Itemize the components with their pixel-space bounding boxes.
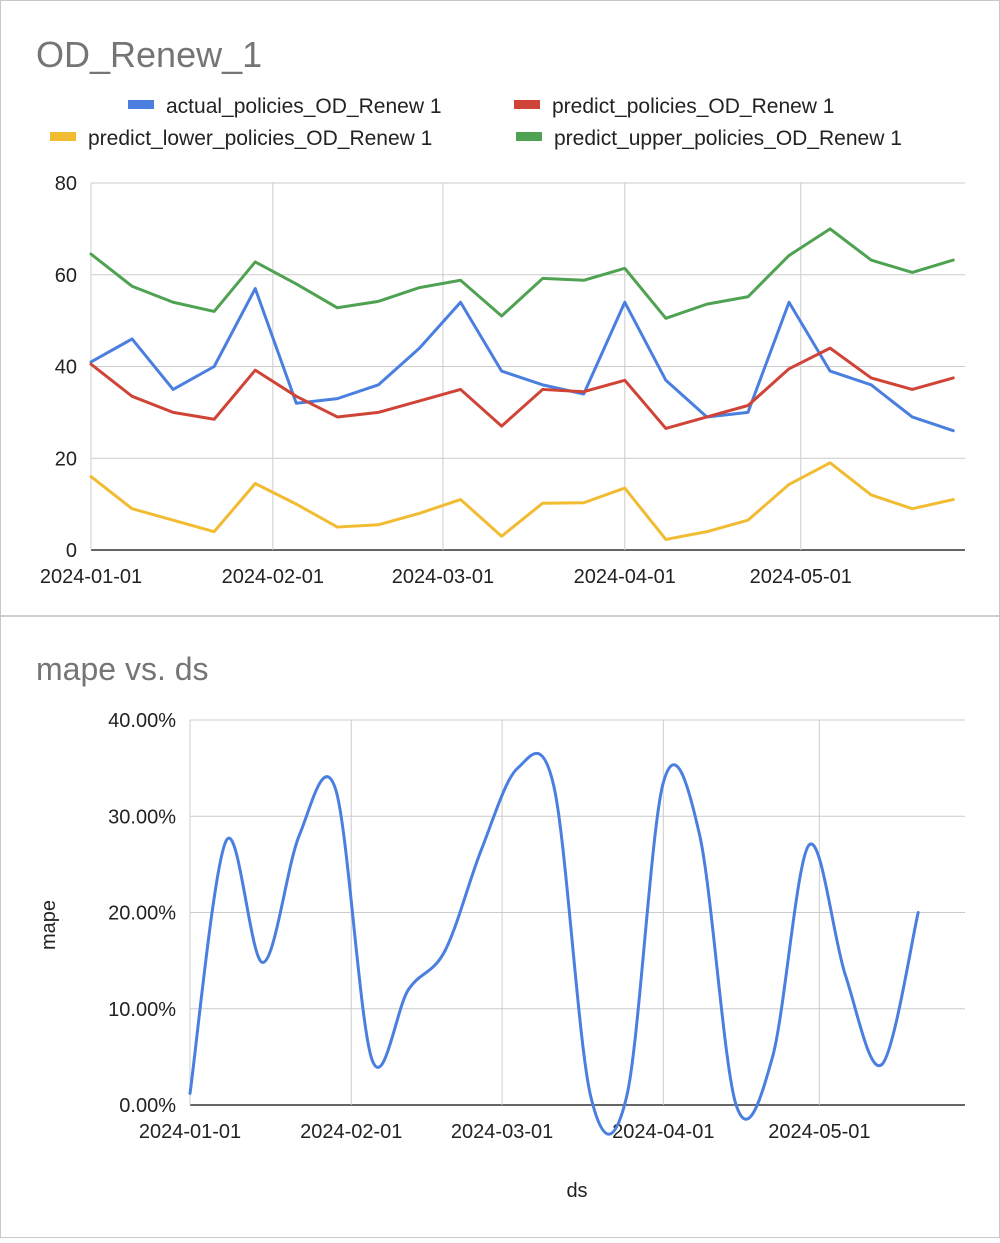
od-renew-chart[interactable]: OD_Renew_1 actual_policies_OD_Renew 1 pre… [36,34,965,588]
legend-swatch-1 [514,100,540,109]
chart1-x-axis: 2024-01-01 2024-02-01 2024-03-01 2024-04-01… [40,566,852,588]
c2-y-tick-label: 40.00% [108,710,176,732]
legend-swatch-3 [516,132,542,141]
c2-y-tick-label: 20.00% [108,903,176,925]
c1-y-tick-label: 60 [55,265,77,287]
c2-x-tick-label: 2024-02-01 [300,1121,402,1143]
mape-chart[interactable]: mape vs. ds 0.00% 10.00% 20.00% 30.00% 40.00… [36,651,965,1202]
chart1-y-axis: 0 20 40 60 80 [55,173,77,562]
chart2-x-axis-label: ds [566,1180,587,1202]
c2-y-tick-label: 0.00% [119,1095,176,1117]
legend-label-2: predict_lower_policies_OD_Renew 1 [88,127,432,150]
chart2-series[interactable] [188,751,920,1136]
c2-x-tick-label: 2024-04-01 [612,1121,714,1143]
c1-series-line-1[interactable] [89,346,955,430]
chart1-title: OD_Renew_1 [36,34,262,75]
chart1-series[interactable] [89,227,955,541]
c1-x-tick-label: 2024-03-01 [392,566,494,588]
legend-label-0: actual_policies_OD_Renew 1 [166,95,442,118]
c2-y-tick-label: 30.00% [108,806,176,828]
c1-y-tick-label: 40 [55,357,77,379]
chart1-legend[interactable]: actual_policies_OD_Renew 1 predict_polici… [50,95,902,150]
c2-x-tick-label: 2024-03-01 [451,1121,553,1143]
legend-label-1: predict_policies_OD_Renew 1 [552,95,835,118]
chart2-y-axis: 0.00% 10.00% 20.00% 30.00% 40.00% [108,710,176,1117]
c1-y-tick-label: 80 [55,173,77,195]
c2-x-tick-label: 2024-01-01 [139,1121,241,1143]
c2-x-tick-label: 2024-05-01 [768,1121,870,1143]
c1-y-tick-label: 20 [55,448,77,470]
c1-x-tick-label: 2024-05-01 [750,566,852,588]
legend-swatch-2 [50,132,76,141]
c1-series-line-3[interactable] [89,227,955,320]
chart2-x-axis: 2024-01-01 2024-02-01 2024-03-01 2024-04-01… [139,1121,871,1143]
chart2-y-axis-label: mape [38,900,60,950]
c1-series-line-2[interactable] [89,461,955,541]
c2-y-tick-label: 10.00% [108,999,176,1021]
chart1-grid [90,182,965,551]
chart2-title: mape vs. ds [36,651,209,687]
c1-series-line-0[interactable] [89,287,955,433]
c1-y-tick-label: 0 [66,540,77,562]
legend-swatch-0 [128,100,154,109]
legend-label-3: predict_upper_policies_OD_Renew 1 [554,127,902,150]
c1-x-tick-label: 2024-01-01 [40,566,142,588]
c2-series-line-0[interactable] [188,751,920,1136]
c1-x-tick-label: 2024-04-01 [574,566,676,588]
c1-x-tick-label: 2024-02-01 [222,566,324,588]
